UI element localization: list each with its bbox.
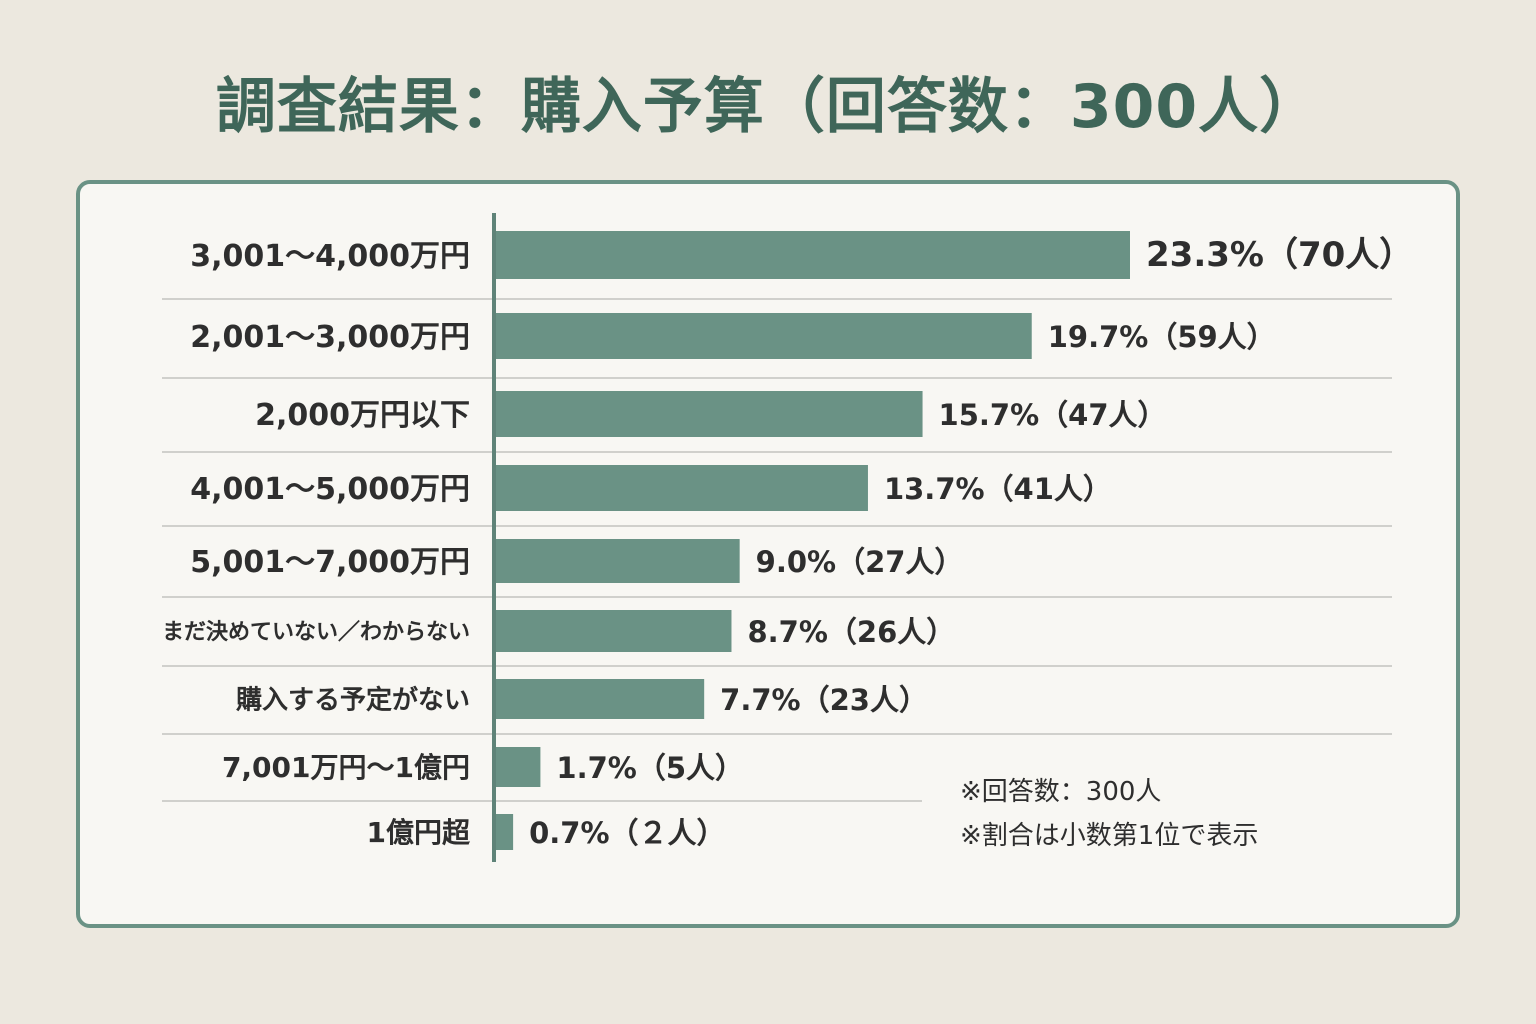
chart-notes: ※回答数：300人 ※割合は小数第1位で表示 xyxy=(960,770,1258,858)
bar xyxy=(494,391,923,437)
bar xyxy=(494,539,740,583)
note-rounding: ※割合は小数第1位で表示 xyxy=(960,821,1259,851)
value-label: 8.7%（26人） xyxy=(747,615,955,649)
value-label: 1.7%（5人） xyxy=(556,751,744,785)
bar xyxy=(494,313,1032,359)
note-respondents: ※回答数：300人 xyxy=(960,777,1162,807)
chart-panel xyxy=(76,180,1460,928)
bar xyxy=(494,231,1130,279)
value-label: 13.7%（41人） xyxy=(884,472,1112,506)
category-label: 4,001～5,000万円 xyxy=(190,472,470,507)
bar xyxy=(494,814,514,850)
value-label: 23.3%（70人） xyxy=(1146,235,1413,275)
bar xyxy=(494,679,705,719)
chart-title: 調査結果：購入予算（回答数：300人） xyxy=(215,72,1321,142)
category-label: 3,001～4,000万円 xyxy=(190,239,470,274)
category-label: 5,001～7,000万円 xyxy=(190,545,470,580)
value-label: 7.7%（23人） xyxy=(720,683,928,717)
value-label: 15.7%（47人） xyxy=(939,398,1167,432)
value-label: 19.7%（59人） xyxy=(1048,320,1276,354)
category-label: 購入する予定がない xyxy=(236,684,470,715)
value-label: 0.7%（２人） xyxy=(529,816,725,850)
category-label: 2,000万円以下 xyxy=(255,398,470,433)
category-label: 1億円超 xyxy=(367,816,471,849)
value-label: 9.0%（27人） xyxy=(756,545,964,579)
bar xyxy=(494,610,732,652)
category-label: 2,001～3,000万円 xyxy=(190,320,470,355)
category-label: まだ決めていない／わからない xyxy=(162,620,470,645)
category-label: 7,001万円～1億円 xyxy=(222,751,470,784)
bar xyxy=(494,747,541,787)
bar xyxy=(494,465,868,511)
